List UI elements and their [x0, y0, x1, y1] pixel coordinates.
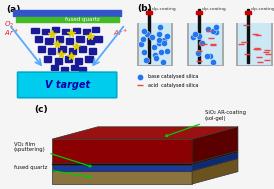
- Bar: [187, 23, 189, 66]
- Polygon shape: [192, 159, 238, 184]
- Polygon shape: [192, 151, 238, 165]
- Text: dip-coating: dip-coating: [251, 7, 274, 11]
- Text: base catalysed silica: base catalysed silica: [148, 74, 199, 79]
- Text: VO₂ film
(sputtering): VO₂ film (sputtering): [14, 142, 91, 167]
- Bar: [55, 58, 62, 64]
- Polygon shape: [52, 152, 238, 165]
- Bar: [75, 58, 82, 64]
- Bar: [42, 29, 49, 34]
- Bar: [62, 29, 69, 34]
- Text: SiO₂ AR-coating
(sol-gel): SiO₂ AR-coating (sol-gel): [165, 110, 246, 136]
- Bar: [147, 9, 150, 63]
- Bar: [137, 23, 139, 66]
- Bar: [79, 46, 86, 52]
- Bar: [85, 56, 93, 62]
- Polygon shape: [52, 171, 192, 184]
- Bar: [51, 65, 58, 70]
- Polygon shape: [52, 151, 238, 163]
- Bar: [65, 56, 72, 62]
- Text: $O_2$: $O_2$: [4, 19, 14, 30]
- Bar: [270, 23, 273, 66]
- Polygon shape: [52, 139, 192, 163]
- Bar: [56, 36, 63, 42]
- Bar: [222, 23, 224, 66]
- Bar: [95, 36, 102, 42]
- Text: (b): (b): [137, 4, 152, 13]
- Bar: [76, 36, 84, 42]
- Bar: [198, 9, 200, 63]
- Bar: [16, 17, 119, 22]
- Polygon shape: [52, 127, 238, 139]
- Bar: [92, 27, 99, 32]
- Polygon shape: [52, 163, 192, 165]
- Bar: [89, 48, 96, 54]
- Text: (a): (a): [7, 5, 21, 14]
- Bar: [245, 11, 251, 14]
- Bar: [187, 65, 224, 66]
- Text: (c): (c): [34, 105, 48, 114]
- Bar: [66, 38, 73, 44]
- Text: fused quartz: fused quartz: [14, 164, 91, 178]
- Bar: [13, 10, 121, 16]
- Polygon shape: [192, 127, 238, 163]
- Bar: [79, 67, 86, 72]
- Polygon shape: [52, 159, 238, 171]
- Polygon shape: [52, 165, 192, 171]
- Bar: [31, 28, 39, 33]
- Bar: [171, 23, 173, 66]
- Bar: [238, 23, 270, 65]
- Bar: [61, 67, 68, 72]
- Bar: [52, 27, 59, 32]
- Bar: [236, 23, 238, 66]
- Bar: [83, 29, 90, 34]
- Text: V target: V target: [45, 80, 90, 90]
- Text: dip-coating: dip-coating: [202, 7, 227, 11]
- Bar: [38, 46, 45, 52]
- Bar: [196, 11, 202, 14]
- Bar: [146, 11, 152, 14]
- Bar: [73, 28, 80, 33]
- Bar: [247, 9, 249, 63]
- Text: fused quartz: fused quartz: [65, 17, 100, 22]
- Text: dip-coating: dip-coating: [152, 7, 176, 11]
- Bar: [236, 65, 273, 66]
- Text: $Ar^+$: $Ar^+$: [113, 28, 129, 38]
- Bar: [189, 23, 222, 65]
- Bar: [44, 56, 52, 62]
- Bar: [87, 38, 94, 44]
- Bar: [139, 23, 171, 65]
- Polygon shape: [192, 152, 238, 171]
- Bar: [69, 48, 76, 54]
- Text: $Ar^+$: $Ar^+$: [4, 28, 19, 38]
- Bar: [48, 48, 55, 54]
- Bar: [35, 36, 42, 42]
- Bar: [71, 65, 78, 70]
- FancyBboxPatch shape: [18, 72, 117, 98]
- Text: acid  catalysed silica: acid catalysed silica: [148, 83, 199, 88]
- Bar: [137, 65, 173, 66]
- Bar: [58, 46, 65, 52]
- Bar: [45, 38, 53, 44]
